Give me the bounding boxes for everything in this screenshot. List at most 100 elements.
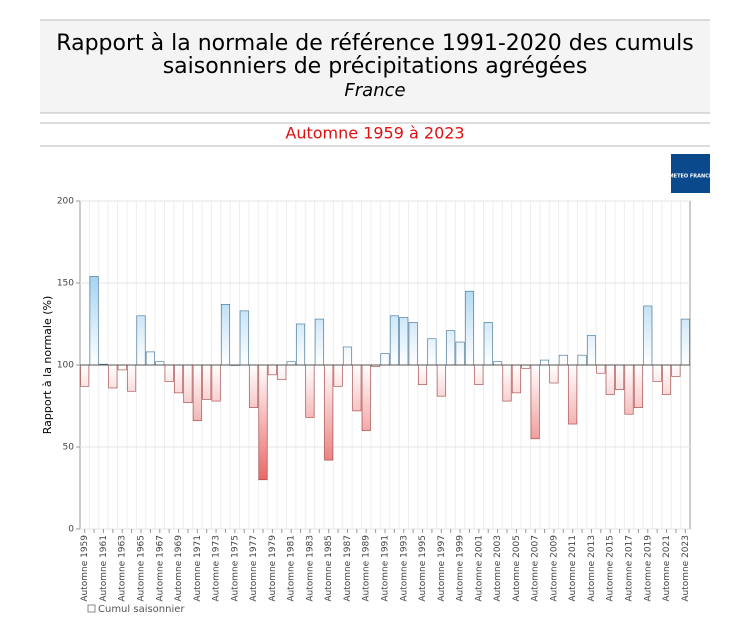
x-tick-label: Automne 2005 [512,535,522,602]
x-tick-label: Automne 1973 [212,535,222,602]
x-tick-label: Automne 2009 [549,535,559,602]
bar [211,364,221,402]
bar [136,315,146,366]
x-tick-label: Automne 1977 [249,535,259,602]
x-tick-label: Automne 1975 [230,535,240,602]
bar [502,364,512,402]
x-tick-label: Automne 1989 [362,535,372,602]
x-tick-label: Automne 1981 [287,535,297,602]
bar [615,364,625,390]
x-tick-label: Automne 1991 [381,535,391,602]
bar [568,364,578,425]
bar [511,364,521,394]
x-tick-label: Automne 2019 [643,535,653,602]
bar [183,364,193,404]
legend-label: Cumul saisonnier [98,604,185,615]
bar [145,351,155,366]
x-tick-label: Automne 1999 [456,535,466,602]
bar [418,364,428,385]
bar [586,335,596,366]
x-tick-label: Automne 1987 [343,535,353,602]
bar [549,364,559,384]
bar [680,318,690,366]
x-tick-label: Automne 2015 [606,535,616,602]
bar [220,304,230,366]
y-axis-label: Rapport à la normale (%) [41,296,54,435]
bar [296,323,306,366]
bar [258,364,268,481]
period: Automne 1959 à 2023 [285,124,464,143]
bar [464,290,474,366]
bar [108,364,118,389]
bar [455,341,465,366]
bar [662,364,672,395]
x-tick-label: Automne 2001 [474,535,484,602]
y-tick-label: 100 [57,361,74,371]
y-tick-label: 150 [57,279,74,289]
x-tick-label: Automne 1965 [137,535,147,602]
bar [389,315,399,366]
bar [399,317,409,366]
x-tick-label: Automne 2021 [662,535,672,602]
x-tick-label: Automne 1997 [437,535,447,602]
bar [652,364,662,382]
bar [324,364,334,461]
bar [174,364,184,394]
bar [80,364,90,387]
bar [192,364,202,422]
bar [267,364,277,376]
bar [633,364,643,408]
bar [342,346,352,366]
bar [249,364,259,408]
x-tick-label: Automne 2023 [681,535,691,602]
x-tick-label: Automne 2017 [625,535,635,602]
bar [305,364,315,418]
bar [596,364,606,374]
x-tick-label: Automne 1967 [155,535,165,602]
logo [671,154,710,193]
title: Rapport à la normale de référence 1991-2… [56,31,693,56]
bar [352,364,362,412]
bar [408,322,418,366]
bar [333,364,343,387]
bar [127,364,137,392]
x-tick-label: Automne 2007 [531,535,541,602]
x-tick-label: Automne 1993 [399,535,409,602]
header-box [40,20,710,113]
bar [239,310,249,366]
bar [474,364,484,385]
bar [530,364,540,440]
x-tick-label: Automne 2003 [493,535,503,602]
bar [380,353,390,366]
bar [624,364,634,415]
x-tick-label: Automne 2011 [568,535,578,602]
bar [314,318,324,366]
legend-swatch [87,604,96,613]
bar [558,354,568,366]
x-tick-label: Automne 1979 [268,535,278,602]
bar [89,276,99,366]
bar [427,338,437,366]
bar [436,364,446,397]
x-tick-label: Automne 1985 [324,535,334,602]
x-tick-label: Automne 1963 [118,535,128,602]
bar [605,364,615,395]
x-tick-label: Automne 1983 [305,535,315,602]
bar [540,359,550,366]
y-tick-label: 50 [63,443,75,453]
bar [446,330,456,366]
x-tick-label: Automne 1969 [174,535,184,602]
x-tick-label: Automne 1961 [99,535,109,602]
bar [202,364,212,400]
bar [117,364,127,371]
bar [577,354,587,366]
x-tick-label: Automne 1959 [80,535,90,602]
bar [643,305,653,366]
y-tick-label: 200 [57,197,74,207]
logo-text: METEO FRANCE [669,174,713,180]
x-tick-label: Automne 2013 [587,535,597,602]
bar [671,364,681,377]
bar [361,364,371,431]
bar [483,322,493,366]
